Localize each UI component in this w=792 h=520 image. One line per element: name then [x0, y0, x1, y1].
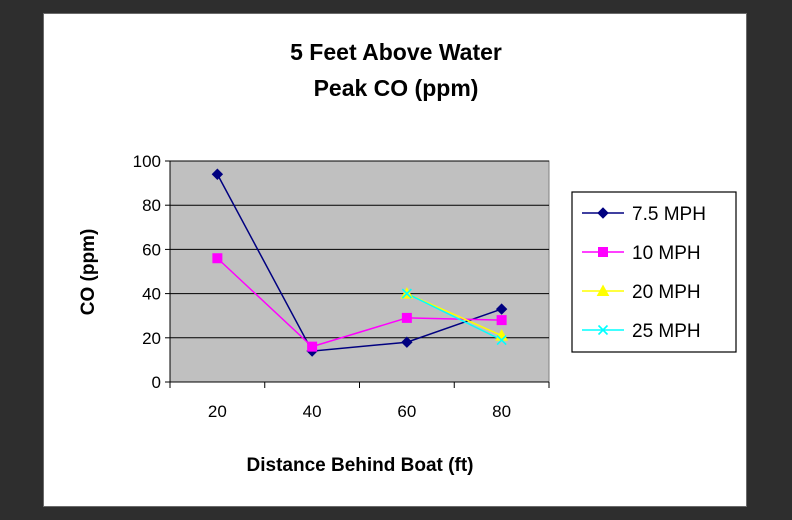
- legend-label: 20 MPH: [632, 282, 701, 303]
- y-tick-label: 100: [133, 152, 161, 171]
- legend-label: 10 MPH: [632, 243, 701, 264]
- x-axis-label: Distance Behind Boat (ft): [247, 455, 474, 476]
- data-point-series-1: [495, 303, 508, 315]
- legend-marker: [597, 207, 609, 219]
- legend-box: [571, 191, 737, 353]
- legend-label: 25 MPH: [632, 321, 701, 342]
- data-point-series-4: [401, 288, 412, 299]
- series-line-4: [406, 292, 502, 341]
- y-tick-label: 40: [142, 285, 161, 304]
- data-point-series-2: [212, 253, 223, 264]
- x-tick-label: 60: [397, 402, 416, 421]
- plot-area: 0 20 40 60 80 100 20 40 60 80: [133, 152, 550, 421]
- y-tick-label: 0: [152, 373, 161, 392]
- series-line-1: [216, 173, 502, 352]
- y-tick-label: 60: [142, 240, 161, 259]
- data-point-series-4: [496, 334, 507, 346]
- x-tick-label: 20: [208, 402, 227, 421]
- chart-title-line-2: Peak CO (ppm): [314, 75, 479, 101]
- y-tick-label: 20: [142, 329, 161, 348]
- legend-marker: [598, 247, 608, 257]
- chart-svg: 5 Feet Above Water Peak CO (ppm) 0 20 40 60…: [78, 39, 737, 476]
- y-axis-label: CO (ppm): [78, 229, 99, 316]
- plot-background: [169, 160, 550, 383]
- legend: 7.5 MPH 10 MPH 20 MPH 25 MPH: [571, 191, 737, 353]
- chart-title-line-1: 5 Feet Above Water: [290, 39, 502, 65]
- data-point-series-2: [401, 312, 412, 323]
- data-point-series-2: [496, 315, 507, 326]
- legend-label: 7.5 MPH: [632, 204, 706, 225]
- legend-marker: [596, 284, 610, 296]
- x-tick-label: 80: [492, 402, 511, 421]
- data-point-series-2: [307, 341, 318, 352]
- data-point-series-1: [211, 168, 224, 180]
- chart-panel: 5 Feet Above Water Peak CO (ppm) 0 20 40 60…: [44, 14, 746, 506]
- series-line-2: [216, 257, 502, 348]
- data-point-series-1: [401, 336, 413, 348]
- legend-marker: [597, 324, 609, 336]
- x-tick-label: 40: [303, 402, 322, 421]
- y-tick-label: 80: [142, 196, 161, 215]
